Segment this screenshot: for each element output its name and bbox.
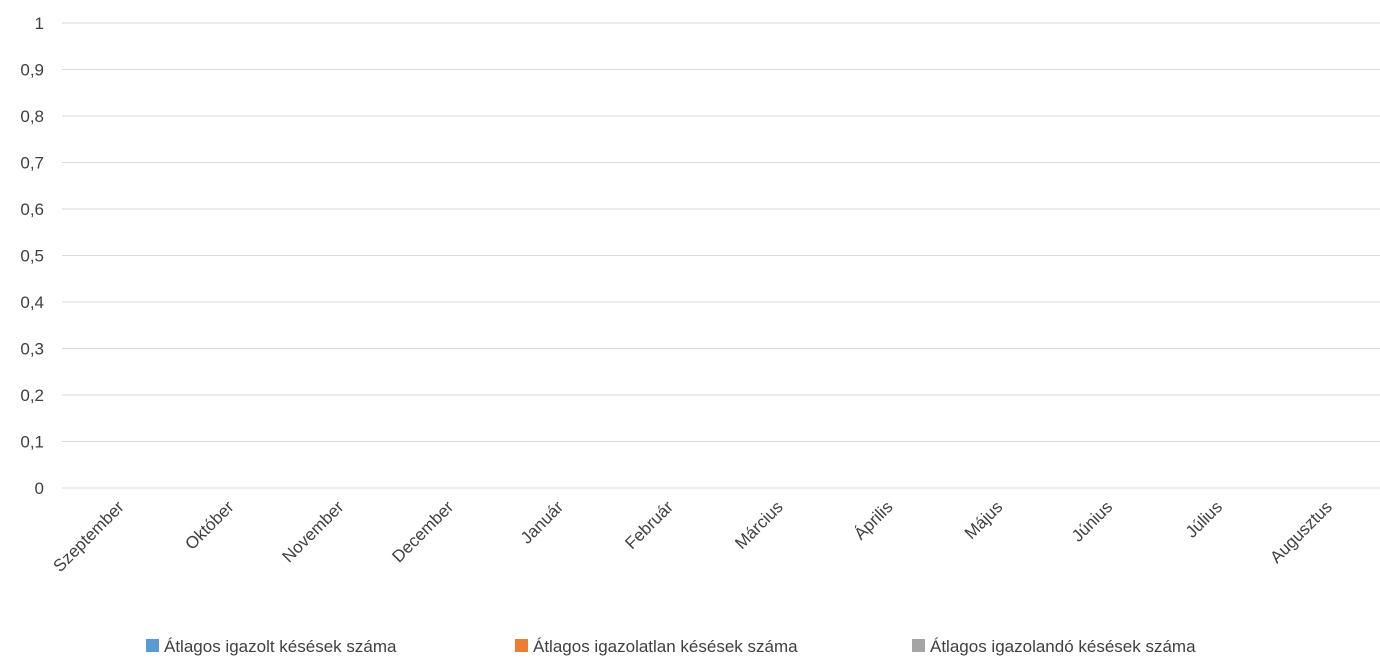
x-tick-label: Július [1182, 497, 1226, 541]
x-tick-label: Szeptember [49, 497, 127, 575]
x-tick-label: Február [621, 497, 677, 553]
y-tick-label: 0,8 [20, 107, 44, 126]
x-tick-label: Október [181, 497, 237, 553]
y-axis-ticks: 0 0,1 0,2 0,3 0,4 0,5 0,6 0,7 0,8 0,9 1 [20, 14, 44, 498]
y-tick-label: 0 [35, 479, 44, 498]
x-tick-label: Április [850, 497, 896, 543]
y-tick-label: 0,4 [20, 293, 44, 312]
x-tick-label: November [279, 497, 348, 566]
legend-label: Átlagos igazolatlan késések száma [533, 637, 798, 656]
y-tick-label: 0,1 [20, 433, 44, 452]
y-tick-label: 0,9 [20, 61, 44, 80]
y-tick-label: 0,3 [20, 340, 44, 359]
x-axis-ticks: Szeptember Október November December Január F… [49, 497, 1335, 575]
legend: Átlagos igazolt késések száma Átlagos iga… [146, 637, 1196, 656]
x-tick-label: December [388, 497, 457, 566]
x-tick-label: Március [731, 497, 787, 553]
legend-swatch [515, 639, 528, 652]
y-tick-label: 0,7 [20, 154, 44, 173]
x-tick-label: Június [1068, 497, 1116, 545]
legend-label: Átlagos igazolandó késések száma [930, 637, 1196, 656]
y-tick-label: 0,2 [20, 386, 44, 405]
legend-label: Átlagos igazolt késések száma [164, 637, 397, 656]
x-tick-label: Augusztus [1266, 497, 1336, 567]
x-tick-label: Január [517, 497, 567, 547]
y-tick-label: 0,6 [20, 200, 44, 219]
legend-swatch [912, 639, 925, 652]
gridlines [62, 22, 1380, 489]
legend-swatch [146, 639, 159, 652]
y-tick-label: 0,5 [20, 247, 44, 266]
y-tick-label: 1 [35, 14, 44, 33]
x-tick-label: Május [961, 497, 1007, 543]
